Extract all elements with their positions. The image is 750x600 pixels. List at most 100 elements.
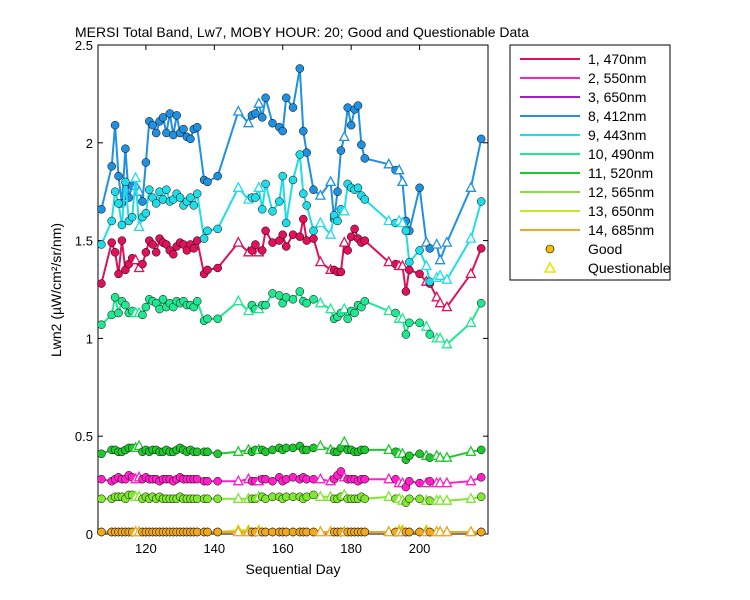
point-questionable [465,267,477,279]
point-good [97,527,106,537]
x-tick-label: 180 [340,541,362,556]
legend-label: 2, 550nm [588,70,646,86]
point-questionable [314,255,326,267]
point-questionable [383,304,395,316]
point-good [261,179,270,189]
point-questionable [314,216,326,228]
point-questionable [338,236,350,247]
point-good [257,246,267,255]
point-questionable [441,273,453,284]
point-questionable [434,332,446,343]
point-good [360,474,370,484]
point-questionable [431,238,443,249]
point-good [425,330,435,339]
point-questionable [133,220,145,232]
point-questionable [465,181,477,192]
point-questionable [314,472,326,484]
point-good [186,193,195,202]
point-good [141,208,151,218]
point-good [333,187,342,196]
point-good [138,310,147,320]
y-tick-label: 1.5 [75,234,93,249]
point-good [251,109,260,118]
point-good [302,201,311,210]
point-good [261,226,270,236]
point-good [350,224,359,234]
point-questionable [434,253,446,265]
point-good [107,216,116,226]
point-good [203,226,212,236]
point-good [186,134,195,144]
point-good [158,295,168,304]
series-2 [97,467,486,492]
point-good [333,216,342,226]
point-good [169,250,178,259]
legend-questionable-marker [543,261,557,273]
point-good [360,527,370,537]
point-questionable [232,525,244,537]
point-questionable [242,116,255,128]
point-good [158,113,168,122]
point-good [391,308,400,318]
point-questionable [441,236,453,247]
point-good [281,242,291,251]
point-good [360,236,370,245]
point-good [476,298,486,308]
point-good [192,122,202,132]
point-good [336,146,346,155]
point-good [476,197,486,206]
point-questionable [325,302,337,314]
point-good [268,476,277,486]
point-good [189,244,199,253]
point-good [278,126,287,136]
point-good [213,494,222,504]
point-questionable [420,320,432,331]
point-good [360,445,370,455]
point-good [299,189,308,198]
point-good [309,490,318,500]
legend-good-marker [545,244,555,254]
y-tick-label: 0 [86,527,93,542]
point-good [110,120,120,130]
point-good [110,187,120,196]
point-good [401,330,411,339]
point-questionable [383,255,395,267]
point-questionable [314,296,326,308]
point-good [343,246,352,255]
legend-label: 8, 412nm [588,108,646,124]
legend-label: 14, 685nm [588,222,654,238]
point-good [121,300,130,310]
legend-label: 11, 520nm [588,165,653,181]
point-good [415,449,424,459]
point-good [299,214,308,224]
point-good [360,494,370,504]
point-good [476,134,486,144]
point-good [138,259,147,269]
point-good [268,207,277,216]
point-good [415,318,424,328]
x-tick-label: 140 [203,541,225,556]
point-good [97,205,106,214]
point-good [192,296,202,306]
point-questionable [396,259,409,271]
point-questionable [383,214,395,226]
point-good [141,302,151,312]
point-good [405,318,414,328]
point-good [110,248,120,257]
point-questionable [396,175,409,187]
y-tick-label: 2.5 [75,38,93,53]
point-good [257,113,267,122]
point-good [288,103,298,112]
series-5 [97,150,486,286]
point-good [213,449,222,459]
point-questionable [130,253,142,265]
point-good [257,205,267,214]
point-good [107,162,116,171]
point-questionable [465,492,477,503]
point-good [476,527,486,537]
point-questionable [434,451,446,462]
point-good [110,293,120,302]
point-questionable [434,296,446,308]
point-good [405,494,414,504]
